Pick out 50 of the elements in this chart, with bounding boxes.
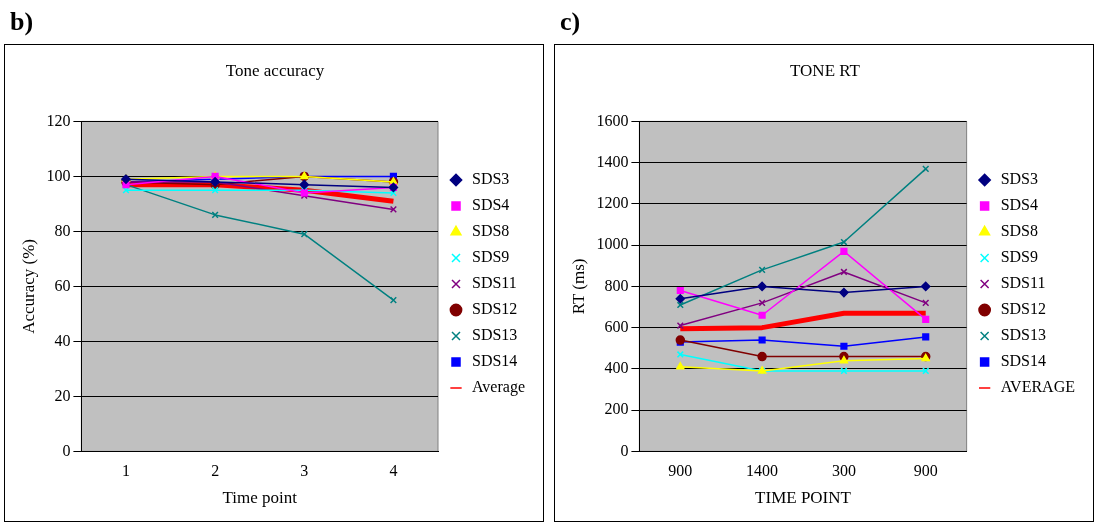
y-tick-label: 1400: [596, 152, 629, 170]
x-axis-title: TIME POINT: [755, 488, 852, 508]
y-tick-label: 80: [54, 221, 71, 239]
legend-label: SDS8: [1000, 222, 1038, 240]
legend-label: SDS9: [1000, 248, 1038, 266]
x-tick-label: 2: [211, 462, 220, 480]
legend-label: SDS13: [1000, 326, 1046, 344]
legend-label: SDS14: [1000, 352, 1046, 370]
legend-label: SDS8: [472, 222, 510, 240]
y-axis-title: RT (ms): [568, 258, 588, 315]
y-tick-label: 60: [54, 276, 71, 294]
legend-label: SDS11: [1000, 274, 1046, 292]
chart-title: Tone accuracy: [225, 60, 325, 80]
y-tick-label: 1200: [596, 194, 629, 212]
x-tick-label: 900: [913, 462, 938, 480]
y-tick-label: 0: [620, 441, 629, 459]
legend-label: SDS13: [472, 326, 518, 344]
text: c): [559, 6, 582, 38]
y-tick-label: 120: [46, 111, 71, 129]
x-tick-label: 3: [300, 462, 309, 480]
y-tick-label: 600: [604, 317, 629, 335]
x-tick-label: 4: [389, 462, 398, 480]
legend-label: SDS4: [472, 196, 510, 214]
y-axis-title: Accuracy (%): [18, 238, 38, 334]
y-tick-label: 1000: [596, 235, 629, 253]
y-tick-label: 800: [604, 276, 629, 294]
text: b): [9, 6, 35, 38]
y-tick-label: 40: [54, 331, 71, 349]
y-tick-label: 1600: [596, 111, 629, 129]
chart-title: TONE RT: [790, 60, 861, 80]
x-tick-label: 300: [831, 462, 856, 480]
x-tick-label: 900: [668, 462, 693, 480]
legend-label: AVERAGE: [1000, 378, 1075, 396]
legend-label: SDS12: [472, 300, 518, 318]
legend-label: SDS12: [1000, 300, 1046, 318]
x-tick-label: 1400: [746, 462, 779, 480]
legend-label: Average: [472, 378, 525, 397]
y-tick-label: 400: [604, 359, 629, 377]
y-tick-label: 20: [54, 386, 71, 404]
x-axis-title: Time point: [222, 488, 298, 508]
legend-label: SDS9: [472, 248, 510, 266]
y-tick-label: 200: [604, 400, 629, 418]
y-tick-label: 0: [62, 441, 71, 459]
x-tick-label: 1: [121, 462, 130, 480]
legend-label: SDS4: [1000, 196, 1038, 214]
legend-label: SDS14: [472, 352, 518, 370]
legend-label: SDS11: [472, 274, 517, 292]
legend-label: SDS3: [1000, 170, 1038, 188]
legend-label: SDS3: [472, 170, 510, 188]
y-tick-label: 100: [46, 166, 71, 184]
